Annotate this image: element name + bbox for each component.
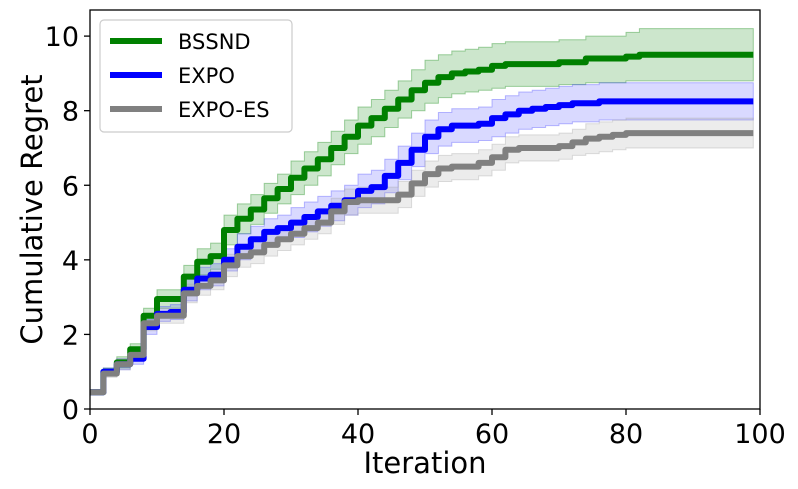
y-tick-label: 2: [62, 320, 79, 351]
y-tick-label: 8: [62, 97, 79, 128]
y-tick-label: 10: [45, 22, 79, 53]
legend-label-expo: EXPO: [178, 64, 235, 88]
plot-frame: [89, 9, 761, 410]
y-axis-label: Cumulative Regret: [15, 74, 49, 344]
series-lines: [90, 51, 754, 396]
y-tick-label: 0: [62, 395, 79, 426]
x-tick-label: 40: [341, 419, 375, 450]
legend: BSSND EXPO EXPO-ES: [99, 19, 293, 133]
x-tick-label: 20: [207, 419, 241, 450]
x-axis-ticks: 0 20 40 60 80 100: [81, 409, 786, 450]
legend-label-expo-es: EXPO-ES: [178, 98, 270, 122]
y-tick-label: 4: [62, 246, 79, 277]
legend-box: [99, 19, 293, 133]
x-tick-label: 80: [609, 419, 643, 450]
x-tick-label: 0: [81, 419, 98, 450]
y-tick-label: 6: [62, 171, 79, 202]
series-line-expo-es: [90, 130, 754, 396]
x-tick-label: 60: [475, 419, 509, 450]
x-axis-label: Iteration: [363, 446, 486, 480]
y-axis-ticks: 0 2 4 6 8 10: [45, 22, 90, 426]
legend-label-bssnd: BSSND: [178, 30, 251, 54]
x-tick-label: 100: [734, 419, 786, 450]
series-line-expo: [90, 98, 754, 396]
